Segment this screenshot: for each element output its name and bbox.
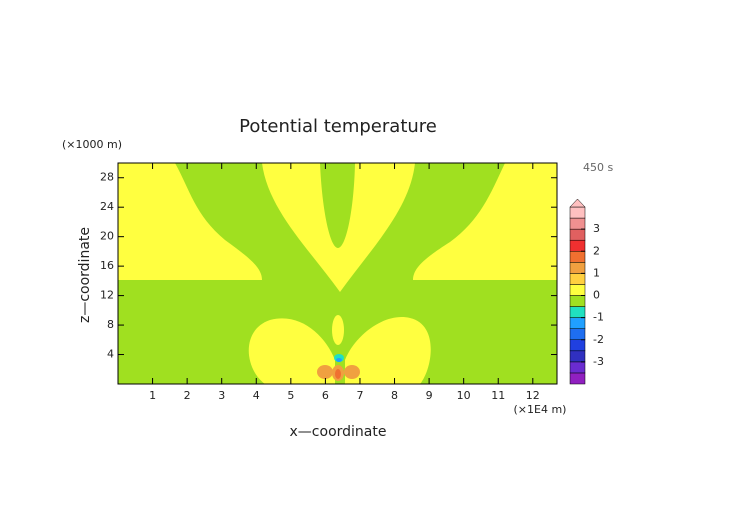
y-axis-title: z—coordinate <box>77 227 93 323</box>
contour-region <box>413 163 557 280</box>
colorbar-band <box>569 306 586 318</box>
y-tick-label: 20 <box>100 230 114 243</box>
contour-region <box>335 369 341 379</box>
contour-region <box>345 317 431 384</box>
colorbar-band <box>569 262 586 274</box>
x-tick-label: 6 <box>322 389 329 402</box>
time-label: 450 s <box>583 161 613 174</box>
colorbar-tick-label: -3 <box>593 355 604 368</box>
y-tick-label: 28 <box>100 171 114 184</box>
colorbar-tick-label: 3 <box>593 222 600 235</box>
x-tick-label: 8 <box>391 389 398 402</box>
colorbar-band <box>569 339 586 352</box>
y-unit: (×1000 m) <box>62 138 122 151</box>
contour-region <box>118 163 262 280</box>
colorbar-band <box>569 295 586 307</box>
y-tick-label: 12 <box>100 289 114 302</box>
colorbar-band <box>569 372 586 385</box>
colorbar-band <box>569 361 586 374</box>
chart-title: Potential temperature <box>239 116 437 137</box>
y-tick-label: 24 <box>100 200 114 213</box>
x-axis-title: x—coordinate <box>290 424 387 440</box>
colorbar-band <box>569 228 586 241</box>
contour-region <box>344 365 360 379</box>
contour-region <box>332 315 344 345</box>
colorbar-band <box>569 273 586 285</box>
y-tick-label: 4 <box>107 348 114 361</box>
y-tick-label: 8 <box>107 318 114 331</box>
colorbar-arrow <box>569 198 586 208</box>
colorbar-tick-label: 1 <box>593 266 600 279</box>
colorbar-band <box>569 350 586 363</box>
x-tick-label: 10 <box>457 389 471 402</box>
x-tick-label: 1 <box>149 389 156 402</box>
colorbar-band <box>569 239 586 252</box>
colorbar-band <box>569 206 586 219</box>
x-tick-label: 12 <box>526 389 540 402</box>
colorbar-tick-label: 0 <box>593 289 600 302</box>
contour-region <box>336 358 342 362</box>
contour-region <box>262 163 415 292</box>
x-tick-label: 2 <box>184 389 191 402</box>
plot-frame <box>117 162 558 385</box>
x-tick-label: 4 <box>253 389 260 402</box>
x-tick-label: 3 <box>218 389 225 402</box>
colorbar-tick-label: 2 <box>593 244 600 257</box>
y-tick-label: 16 <box>100 259 114 272</box>
colorbar-tick-label: -2 <box>593 333 604 346</box>
colorbar-band <box>569 317 586 329</box>
contour-region <box>248 318 335 384</box>
x-tick-label: 9 <box>426 389 433 402</box>
x-tick-label: 11 <box>491 389 505 402</box>
colorbar-band <box>569 251 586 263</box>
colorbar-band <box>569 284 586 296</box>
colorbar-tick-label: -1 <box>593 311 604 324</box>
contour-region <box>317 365 333 379</box>
x-tick-label: 7 <box>356 389 363 402</box>
x-unit: (×1E4 m) <box>514 403 567 416</box>
contour-field <box>118 163 557 384</box>
colorbar-band <box>569 328 586 340</box>
x-tick-label: 5 <box>287 389 294 402</box>
colorbar-band <box>569 217 586 230</box>
